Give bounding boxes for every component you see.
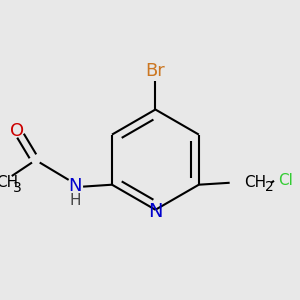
Text: O: O bbox=[11, 122, 25, 140]
Text: H: H bbox=[70, 193, 81, 208]
Text: N: N bbox=[148, 202, 163, 221]
Text: CH: CH bbox=[244, 175, 266, 190]
Text: N: N bbox=[69, 177, 82, 195]
Text: Br: Br bbox=[146, 62, 165, 80]
Text: 3: 3 bbox=[13, 181, 22, 195]
Text: Cl: Cl bbox=[278, 173, 293, 188]
Text: CH: CH bbox=[0, 175, 19, 190]
Text: 2: 2 bbox=[265, 180, 274, 194]
